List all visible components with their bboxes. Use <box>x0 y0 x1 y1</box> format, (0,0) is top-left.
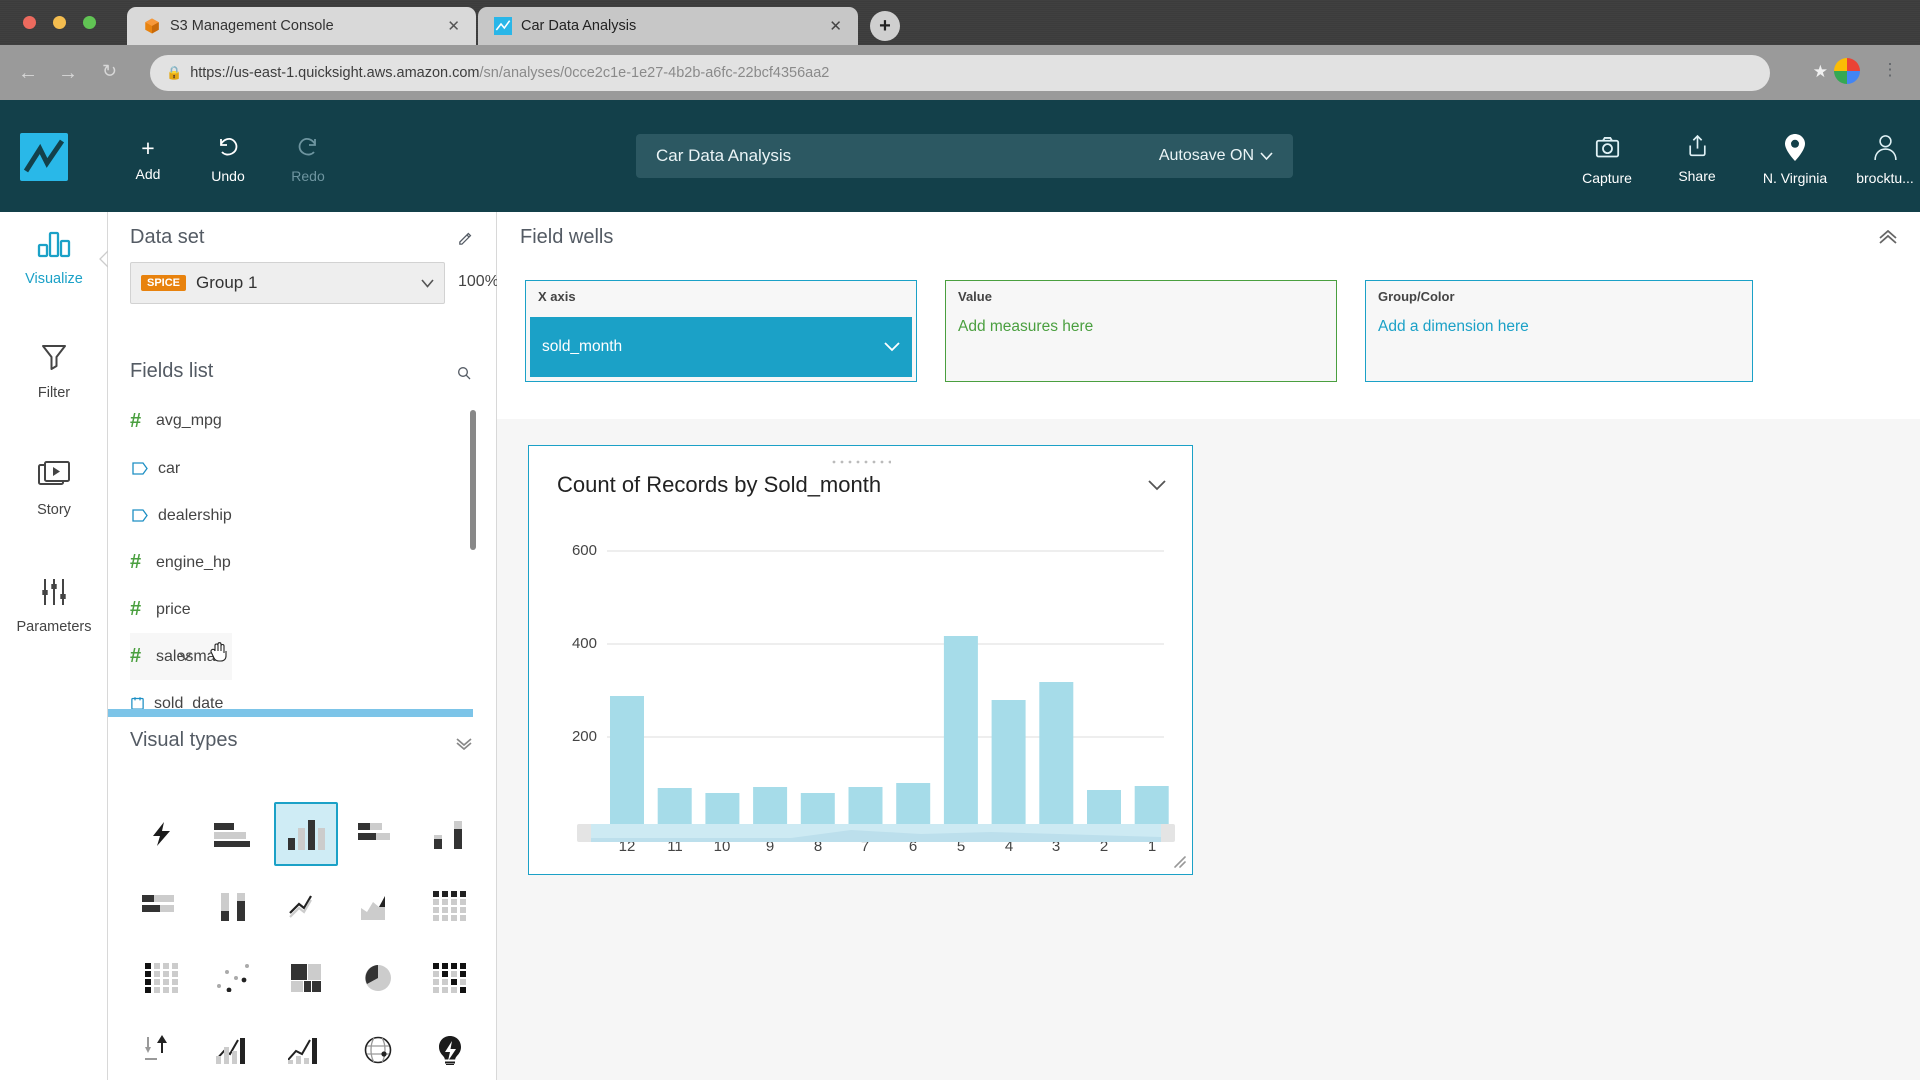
svg-text:600: 600 <box>572 542 597 559</box>
svg-text:200: 200 <box>572 728 597 745</box>
svg-text:400: 400 <box>572 635 597 652</box>
